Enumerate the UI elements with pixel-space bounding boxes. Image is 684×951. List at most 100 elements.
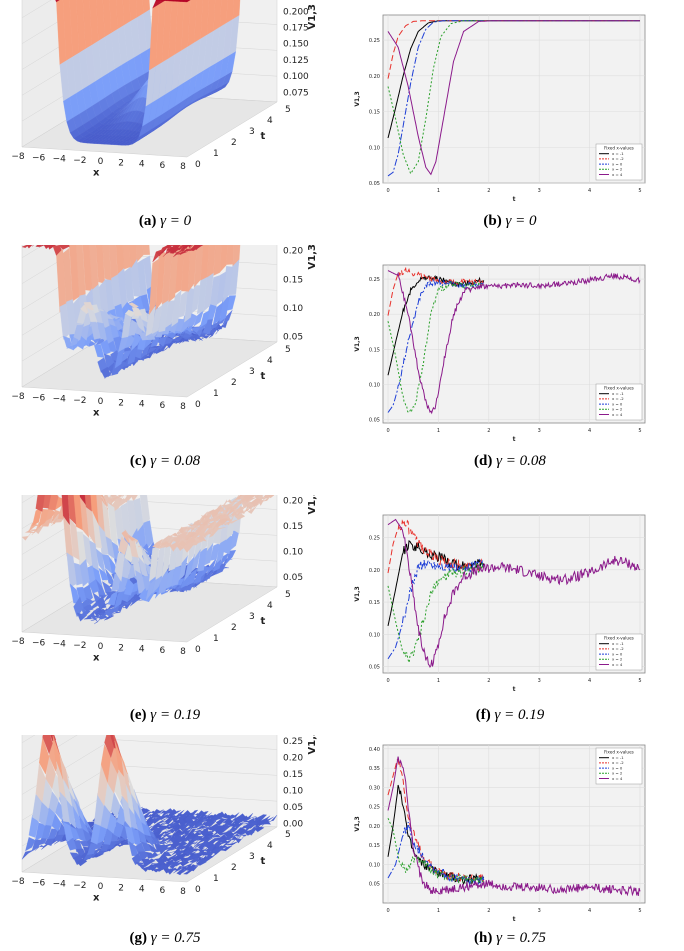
legend-entry: x = 2 bbox=[612, 407, 623, 412]
surface-chart-g: −8 −6 −4 −2 0 2 4 6 8x012345t0.000.050.100.150.2… bbox=[11, 661, 318, 904]
surface-facet bbox=[246, 497, 257, 504]
surface-facet bbox=[213, 0, 222, 31]
legend-entry: x = 4 bbox=[612, 776, 623, 781]
surface-facet bbox=[135, 318, 146, 334]
surface-facet bbox=[25, 837, 36, 852]
x-tick-label: 0 bbox=[386, 428, 389, 434]
x-tick-label: 2 bbox=[487, 188, 490, 194]
surface-facet bbox=[123, 266, 135, 303]
series-line-x2 bbox=[387, 20, 640, 175]
surface-facet bbox=[182, 330, 194, 338]
surface-facet bbox=[173, 867, 184, 874]
surface-facet bbox=[229, 812, 240, 820]
x-tick-label: 6 bbox=[160, 401, 166, 411]
surface-facet bbox=[90, 614, 101, 621]
surface-facet bbox=[179, 0, 187, 2]
y-tick-label: 0.15 bbox=[369, 347, 380, 353]
x-tick-label: −6 bbox=[32, 393, 46, 403]
legend-entry: x = 2 bbox=[612, 771, 623, 776]
legend-entry: x = 0 bbox=[612, 161, 623, 166]
surface-facet bbox=[38, 509, 49, 528]
surface-facet bbox=[192, 823, 204, 828]
y-tick-label: 0.10 bbox=[369, 382, 380, 388]
x-tick-label: 4 bbox=[588, 678, 591, 684]
surface-facet bbox=[142, 335, 153, 338]
z-axis-label: V1,3 bbox=[307, 495, 318, 514]
surface-facet bbox=[209, 275, 221, 306]
line-chart-f: 0 1 2 3 4 5 0.05 0.10 0.15 0.20 0.25 t V1,3 Fixed x-v… bbox=[354, 514, 646, 693]
t-axis-label: t bbox=[261, 856, 266, 867]
y-tick-label: 0.20 bbox=[369, 824, 380, 830]
x-axis-label: x bbox=[93, 893, 100, 904]
surface-facet bbox=[241, 830, 252, 837]
surface-facet bbox=[21, 531, 33, 541]
t-tick-label: 1 bbox=[213, 874, 219, 884]
surface-facet bbox=[66, 837, 77, 851]
z-tick-label: 0.150 bbox=[283, 40, 309, 50]
x-tick-label: 3 bbox=[538, 678, 541, 684]
x-tick-label: 0 bbox=[98, 397, 104, 407]
surface-facet bbox=[118, 337, 129, 353]
surface-facet bbox=[150, 849, 162, 853]
y-axis-label: V1,3 bbox=[354, 336, 361, 351]
surface-facet bbox=[98, 567, 109, 581]
surface-facet bbox=[149, 258, 160, 316]
y-tick-label: 0.05 bbox=[369, 181, 380, 187]
surface-facet bbox=[152, 305, 163, 335]
t-tick-label: 4 bbox=[267, 841, 273, 851]
surface-facet bbox=[173, 840, 185, 849]
x-tick-label: 5 bbox=[638, 678, 641, 684]
t-tick-label: 4 bbox=[267, 116, 273, 126]
x-tick-label: −8 bbox=[11, 877, 25, 887]
line-panel-b: 0 1 2 3 4 5 0.05 0.10 0.15 0.20 0.25 t V1,3 Fixed x-v… bbox=[345, 5, 675, 205]
surface-facet bbox=[135, 861, 146, 866]
surface-facet bbox=[176, 866, 188, 876]
surface-facet bbox=[207, 832, 218, 839]
surface-facet bbox=[241, 505, 252, 512]
z-tick-label: 0.20 bbox=[283, 753, 303, 763]
surface-facet bbox=[25, 530, 36, 533]
y-tick-label: 0.15 bbox=[369, 600, 380, 606]
y-tick-label: 0.20 bbox=[369, 312, 380, 318]
z-tick-label: 0.100 bbox=[283, 72, 309, 82]
x-tick-label: 8 bbox=[180, 647, 186, 657]
x-tick-label: 1 bbox=[437, 428, 440, 434]
series-line-x-2 bbox=[387, 759, 485, 883]
z-tick-label: 0.10 bbox=[283, 304, 303, 314]
z-tick-label: 0.05 bbox=[283, 803, 303, 813]
z-axis-label: V1,3 bbox=[307, 4, 318, 29]
surface-facet bbox=[28, 814, 39, 838]
surface-facet bbox=[230, 825, 241, 832]
legend-title: Fixed x-values bbox=[604, 636, 634, 641]
caption-a: (a) γ = 0 bbox=[138, 213, 192, 229]
surface-facet bbox=[145, 578, 156, 601]
surface-facet bbox=[157, 841, 168, 844]
surface-facet bbox=[234, 834, 246, 844]
surface-facet bbox=[195, 528, 207, 538]
y-tick-label: 0.10 bbox=[369, 862, 380, 868]
x-tick-label: 6 bbox=[160, 161, 166, 171]
surface-facet bbox=[153, 809, 164, 815]
x-tick-label: 6 bbox=[160, 886, 166, 896]
t-tick-label: 4 bbox=[267, 356, 273, 366]
surface-facet bbox=[202, 531, 213, 539]
surface-facet bbox=[109, 312, 120, 320]
surface-panel-e: −8−6−4−202468x012345t0.050.100.150.200.2… bbox=[0, 391, 330, 690]
surface-facet bbox=[87, 307, 98, 322]
surface-facet bbox=[244, 503, 255, 513]
t-tick-label: 3 bbox=[249, 127, 255, 137]
legend-entry: x = -2 bbox=[612, 396, 624, 401]
x-tick-label: 4 bbox=[139, 400, 145, 410]
surface-facet bbox=[260, 818, 271, 829]
y-tick-label: 0.10 bbox=[369, 632, 380, 638]
y-tick-label: 0.30 bbox=[369, 785, 380, 791]
x-tick-label: 6 bbox=[160, 646, 166, 656]
surface-facet bbox=[169, 0, 176, 2]
surface-facet bbox=[63, 335, 74, 351]
y-tick-label: 0.20 bbox=[369, 74, 380, 80]
surface-facet bbox=[131, 307, 143, 317]
t-tick-label: 5 bbox=[285, 830, 291, 840]
surface-facet bbox=[73, 596, 84, 618]
x-axis-label: t bbox=[513, 196, 516, 203]
surface-facet bbox=[237, 831, 248, 840]
